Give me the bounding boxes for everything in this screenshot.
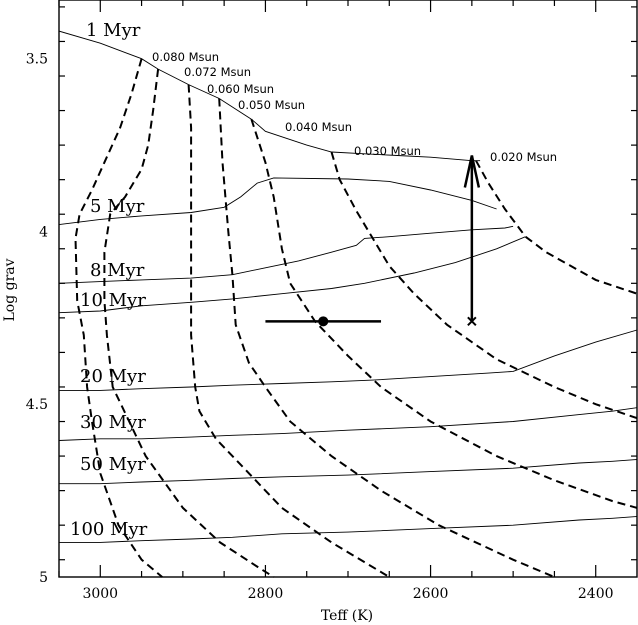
data-markers (265, 155, 481, 327)
isochrone-8-myr (59, 225, 514, 284)
observed-point (318, 316, 329, 327)
mass-track-label: 0.050 Msun (238, 98, 305, 112)
mass-track-0-040-msun (250, 118, 638, 509)
isochrone-label: 50 Myr (80, 454, 146, 475)
x-tick-label: 3000 (82, 586, 118, 602)
isochrone-label: 5 Myr (90, 196, 145, 217)
mass-track-0-050-msun (218, 98, 555, 578)
isochrone-label: 100 Myr (70, 519, 148, 540)
plot-frame (58, 0, 638, 578)
mass-track-label: 0.080 Msun (152, 50, 219, 64)
isochrone-label: 8 Myr (90, 260, 145, 281)
isochrone-1-myr (59, 30, 481, 162)
upper-limit-arrow-head (463, 155, 481, 188)
mass-track-label: 0.060 Msun (207, 82, 274, 96)
isochrone-20-myr (59, 329, 638, 391)
upper-limit-cross (467, 316, 477, 327)
mass-track-0-020-msun (475, 160, 638, 295)
mass-track-label: 0.072 Msun (184, 65, 251, 79)
mass-track-0-060-msun (187, 84, 390, 578)
isochrone-label: 1 Myr (86, 20, 141, 41)
mass-track-label: 0.030 Msun (354, 144, 421, 158)
mass-track-0-080-msun (74, 58, 163, 578)
curve-labels: 1 Myr 5 Myr 8 Myr 10 Myr 20 Myr 30 Myr 50 Myr 1… (70, 20, 557, 540)
axis-tick-labels: 3000 2800 2600 2400 3.5 4 4.5 5 (26, 52, 614, 602)
isochrone-10-myr (59, 236, 526, 314)
isochrone-label: 20 Myr (80, 366, 146, 387)
isochrone-label: 30 Myr (80, 412, 146, 433)
x-axis-title: Teff (K) (321, 608, 373, 624)
isochrone-label: 10 Myr (80, 290, 146, 311)
mass-track-label: 0.020 Msun (490, 150, 557, 164)
y-axis-title: Log grav (2, 258, 18, 321)
mass-track-0-072-msun (103, 68, 275, 578)
x-tick-label: 2400 (578, 586, 614, 602)
mass-track-0-030-msun (330, 151, 638, 420)
x-tick-label: 2600 (413, 586, 449, 602)
y-tick-label: 4.5 (26, 397, 48, 413)
isochrone-5-myr (59, 177, 497, 226)
y-tick-label: 4 (39, 224, 48, 240)
y-tick-label: 5 (39, 570, 48, 586)
axis-ticks (58, 0, 637, 577)
mass-track-lines (74, 58, 638, 578)
isochrone-100-myr (59, 516, 638, 543)
mass-track-label: 0.040 Msun (285, 120, 352, 134)
isochrone-50-myr (59, 459, 638, 485)
isochrone-30-myr (59, 407, 638, 441)
x-tick-label: 2800 (248, 586, 284, 602)
isochrone-lines (59, 30, 638, 543)
y-tick-label: 3.5 (26, 52, 48, 68)
